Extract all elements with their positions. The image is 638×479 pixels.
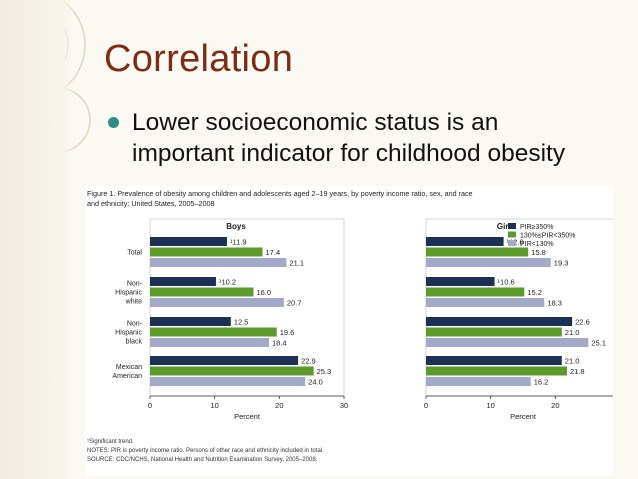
x-tick-label: 0 — [424, 401, 428, 410]
bar — [426, 287, 525, 297]
bar-data-label: 19.3 — [554, 259, 569, 268]
bar — [426, 258, 551, 267]
bar — [150, 298, 284, 307]
category-label: Non- — [127, 321, 143, 328]
legend-swatch — [508, 223, 516, 229]
bar-data-label: ¹10.6 — [498, 278, 515, 287]
bar — [150, 338, 269, 347]
bar-data-label: 22.6 — [575, 318, 590, 327]
bar — [150, 247, 263, 257]
panel-title: Boys — [226, 222, 246, 231]
bar — [426, 247, 529, 257]
slide-title: Correlation — [104, 38, 294, 80]
bar — [150, 287, 254, 297]
bar — [426, 237, 504, 246]
panel-title: Girls — [497, 222, 516, 231]
bullet-text: Lower socioeconomic status is an importa… — [132, 109, 566, 167]
bar — [426, 377, 531, 386]
legend-label: 130%≤PIR<350% — [520, 232, 575, 239]
bar — [150, 366, 314, 376]
bar — [426, 366, 567, 376]
bar — [426, 298, 545, 307]
bar-data-label: 16.2 — [534, 378, 549, 387]
x-tick-label: 30 — [340, 401, 348, 410]
bar-data-label: 18.3 — [547, 299, 562, 308]
figure-caption-line-1: Figure 1. Prevalence of obesity among ch… — [87, 189, 473, 198]
bar-data-label: 18.4 — [272, 339, 287, 348]
bar-data-label: 21.0 — [565, 328, 580, 337]
bar — [150, 277, 216, 286]
bar — [426, 356, 562, 365]
x-axis-label: Percent — [234, 412, 261, 421]
category-label: American — [112, 373, 142, 380]
bar — [150, 377, 306, 386]
bar-data-label: 17.4 — [266, 248, 281, 257]
bar-data-label: 21.1 — [289, 259, 304, 268]
bar-data-label: 15.8 — [531, 248, 546, 257]
category-label: Hispanic — [115, 330, 142, 337]
figure-note-trend: ¹Significant trend. — [87, 439, 134, 445]
bar-data-label: 21.0 — [565, 357, 580, 366]
bar-data-label: 12.5 — [234, 318, 249, 327]
legend-label: PIR<130% — [520, 241, 554, 248]
bar — [150, 237, 227, 246]
category-label: black — [126, 339, 143, 346]
x-tick-label: 10 — [210, 401, 218, 410]
category-label: white — [125, 299, 142, 306]
category-label: Mexican — [116, 364, 142, 371]
bar-data-label: ¹11.9 — [230, 238, 247, 247]
x-tick-label: 20 — [551, 401, 559, 410]
legend-swatch — [508, 240, 516, 246]
bar — [150, 317, 231, 326]
bar-data-label: 24.0 — [308, 378, 323, 387]
bar-data-label: 20.7 — [287, 299, 302, 308]
bar — [426, 277, 495, 286]
bar-data-label: 25.1 — [591, 339, 606, 348]
figure-note-pir: NOTES: PIR is poverty income ratio. Pers… — [87, 448, 324, 454]
bullet-icon — [108, 117, 119, 128]
figure-notes: ¹Significant trend. NOTES: PIR is povert… — [87, 438, 607, 465]
category-label: Total — [127, 250, 142, 257]
bar — [150, 356, 299, 365]
bar-data-label: 19.6 — [280, 328, 295, 337]
bar-data-label: ¹10.2 — [219, 278, 236, 287]
bar-data-label: 15.2 — [527, 288, 542, 297]
left-decor-strip — [0, 0, 76, 479]
category-label: Hispanic — [115, 290, 142, 297]
bar — [426, 338, 589, 347]
bar — [426, 317, 573, 326]
figure-note-source: SOURCE: CDC/NCHS, National Health and Nu… — [87, 457, 318, 463]
x-tick-label: 0 — [148, 401, 152, 410]
bar-data-label: 22.9 — [301, 357, 316, 366]
bar — [150, 327, 277, 337]
figure-panel: Figure 1. Prevalence of obesity among ch… — [86, 186, 613, 476]
figure-caption: Figure 1. Prevalence of obesity among ch… — [87, 189, 607, 209]
bar-data-label: 25.3 — [317, 367, 332, 376]
bar — [150, 258, 287, 267]
legend-label: PIR≥350% — [520, 224, 553, 231]
bar — [426, 327, 562, 337]
bar-data-label: 16.0 — [256, 288, 271, 297]
x-tick-label: 20 — [275, 401, 283, 410]
x-tick-label: 10 — [486, 401, 494, 410]
category-label: Non- — [127, 281, 143, 288]
x-axis-label: Percent — [510, 412, 537, 421]
bar-data-label: 21.8 — [570, 367, 585, 376]
obesity-bar-chart: Total Non- Hispanic white Non- Hispanic black M… — [112, 218, 613, 421]
legend-swatch — [508, 231, 516, 238]
figure-caption-line-2: and ethnicity: United States, 2005–2008 — [87, 199, 215, 208]
